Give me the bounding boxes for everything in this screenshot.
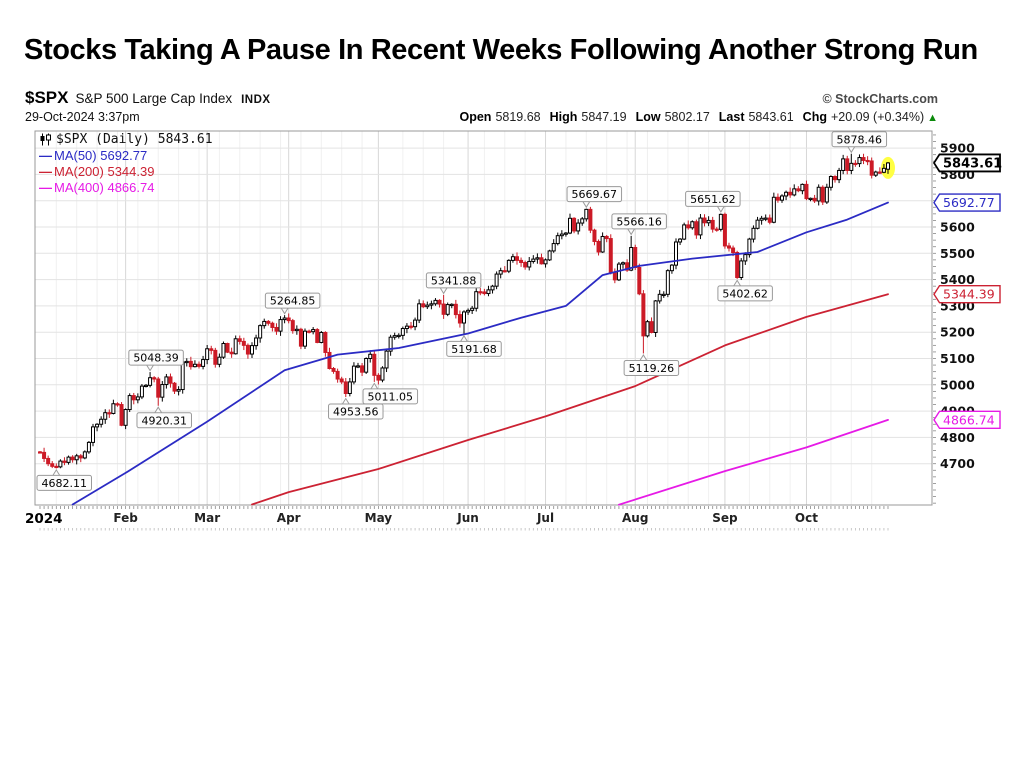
svg-text:4920.31: 4920.31 [141, 414, 187, 427]
page-title: Stocks Taking A Pause In Recent Weeks Fo… [24, 34, 978, 66]
quote-chg-label: Chg [802, 110, 827, 124]
legend-ma-row-1: — MA(200) 5344.39 [39, 164, 213, 180]
exchange-label: INDX [241, 94, 271, 106]
svg-text:5191.68: 5191.68 [451, 343, 497, 356]
svg-text:5669.67: 5669.67 [572, 188, 618, 201]
index-name: S&P 500 Large Cap Index [75, 91, 233, 106]
svg-text:Feb: Feb [113, 511, 138, 525]
svg-text:5341.88: 5341.88 [431, 274, 477, 287]
svg-text:4953.56: 4953.56 [333, 406, 379, 419]
quote-low-label: Low [635, 110, 661, 124]
axis-ticks [39, 134, 936, 531]
svg-text:4700: 4700 [940, 456, 975, 471]
quote-low-value: 5802.17 [664, 110, 710, 124]
quote-datetime: 29-Oct-2024 3:37pm [25, 110, 140, 124]
svg-text:Jul: Jul [536, 511, 554, 525]
chart-header: $SPX S&P 500 Large Cap Index INDX © StockC… [25, 88, 939, 126]
quote-chg-value: +20.09 (+0.34%) [830, 110, 925, 124]
quote-last-label: Last [718, 110, 745, 124]
quote-high-label: High [549, 110, 578, 124]
ma200-line [251, 293, 889, 506]
candlestick-icon [40, 133, 51, 146]
quote-open-value: 5819.68 [495, 110, 541, 124]
legend-ma-label: MA(50) 5692.77 [54, 148, 148, 163]
quote-last-value: 5843.61 [748, 110, 794, 124]
svg-text:5900: 5900 [940, 141, 975, 156]
ohlc-quote-row: Open 5819.68 High 5847.19 Low 5802.17 Last 5843… [459, 109, 938, 126]
svg-text:5566.16: 5566.16 [616, 215, 662, 228]
svg-text:5651.62: 5651.62 [690, 193, 736, 206]
svg-text:5692.77: 5692.77 [943, 195, 995, 210]
svg-text:5119.26: 5119.26 [629, 362, 675, 375]
plot-frame [34, 130, 933, 506]
ma-line-swatch-icon: — [39, 164, 52, 179]
legend-ma-row-2: — MA(400) 4866.74 [39, 180, 213, 196]
svg-text:Sep: Sep [712, 511, 738, 525]
svg-text:5500: 5500 [940, 246, 975, 261]
svg-text:5843.61: 5843.61 [943, 156, 1002, 171]
svg-text:5000: 5000 [940, 377, 975, 392]
quote-high-value: 5847.19 [581, 110, 627, 124]
svg-text:5200: 5200 [940, 325, 975, 340]
svg-text:Mar: Mar [194, 511, 220, 525]
svg-text:5048.39: 5048.39 [133, 352, 179, 365]
plot-grid [35, 131, 932, 505]
legend-ma-label: MA(200) 5344.39 [54, 164, 155, 179]
quote-open-label: Open [459, 110, 492, 124]
svg-text:5400: 5400 [940, 272, 975, 287]
svg-text:5878.46: 5878.46 [837, 133, 883, 146]
price-tags: 5843.61 5692.77 5344.39 4866.74 [932, 153, 1002, 430]
x-axis-labels: 2024 Feb Mar Apr May Jun Jul Aug Sep Oct [25, 511, 818, 527]
svg-text:5011.05: 5011.05 [368, 390, 414, 403]
legend-ma-row-0: — MA(50) 5692.77 [39, 148, 213, 164]
ma-line-swatch-icon: — [39, 148, 52, 163]
svg-text:Oct: Oct [795, 511, 818, 525]
change-up-arrow-icon: ▲ [927, 112, 938, 124]
annotation-callouts: 4682.11 5048.39 4920.31 5264.85 4953.56 5011.… [36, 131, 888, 491]
svg-text:4866.74: 4866.74 [943, 412, 995, 427]
svg-text:Aug: Aug [622, 511, 648, 525]
svg-text:4682.11: 4682.11 [42, 477, 88, 490]
svg-text:5344.39: 5344.39 [943, 287, 995, 302]
svg-text:4800: 4800 [940, 430, 975, 445]
ma-line-swatch-icon: — [39, 180, 52, 195]
legend-ma-label: MA(400) 4866.74 [54, 180, 155, 195]
stockcharts-attribution: © StockCharts.com [822, 92, 939, 106]
svg-text:5600: 5600 [940, 219, 975, 234]
candlestick-series [38, 153, 890, 469]
svg-text:5100: 5100 [940, 351, 975, 366]
svg-text:Apr: Apr [277, 511, 301, 525]
ma50-line [71, 201, 889, 506]
symbol-line: $SPX S&P 500 Large Cap Index INDX [25, 88, 271, 108]
svg-text:Jun: Jun [456, 511, 479, 525]
svg-text:2024: 2024 [25, 511, 63, 527]
chart-legend: $SPX (Daily) 5843.61 — MA(50) 5692.77— MA(… [39, 132, 213, 196]
svg-text:5264.85: 5264.85 [270, 295, 316, 308]
legend-symbol-value: $SPX (Daily) 5843.61 [56, 132, 213, 147]
legend-ma-items: — MA(50) 5692.77— MA(200) 5344.39— MA(400) … [39, 148, 213, 196]
ticker-symbol: $SPX [25, 88, 69, 107]
legend-main-row: $SPX (Daily) 5843.61 [39, 132, 213, 148]
svg-text:May: May [365, 511, 393, 525]
ma400-line [618, 418, 889, 506]
svg-text:5402.62: 5402.62 [722, 287, 768, 300]
